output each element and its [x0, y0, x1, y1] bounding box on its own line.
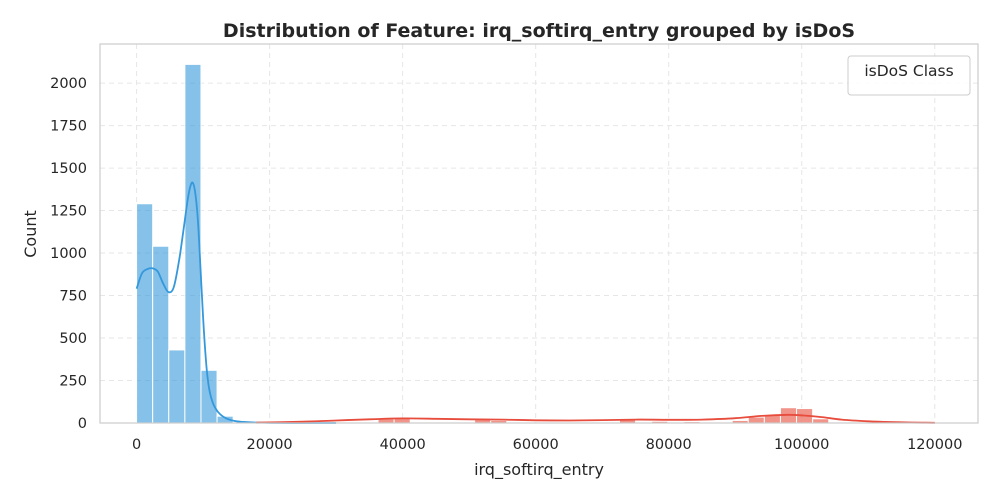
- x-tick-label: 60000: [513, 437, 559, 453]
- y-tick-label: 1750: [50, 119, 87, 135]
- histogram-bar: [152, 245, 170, 424]
- y-tick-label: 0: [78, 416, 87, 432]
- x-tick-label: 40000: [380, 437, 426, 453]
- histogram-bar: [200, 369, 218, 424]
- x-tick-label: 80000: [646, 437, 692, 453]
- y-tick-label: 750: [59, 289, 87, 305]
- y-tick-label: 1000: [50, 246, 87, 262]
- kde-line: [135, 181, 337, 424]
- x-tick-label: 100000: [774, 437, 829, 453]
- y-tick-label: 2000: [50, 76, 87, 92]
- y-axis-label: Count: [21, 210, 40, 258]
- y-tick-label: 250: [59, 374, 87, 390]
- y-tick-label: 1250: [50, 204, 87, 220]
- histogram-bar: [812, 418, 830, 424]
- histogram-bar: [763, 414, 781, 424]
- y-axis-ticks: 0 250 500 750 1000 1250 1500 1750 2000: [50, 76, 87, 432]
- histogram-bar: [168, 349, 186, 424]
- chart-title: Distribution of Feature: irq_softirq_ent…: [223, 20, 855, 42]
- x-axis-ticks: 0 20000 40000 60000 80000 100000 120000: [132, 437, 962, 453]
- y-tick-label: 500: [59, 331, 87, 347]
- legend-title: isDoS Class: [864, 62, 953, 80]
- histogram-bars: [136, 63, 830, 424]
- legend: isDoS Class: [847, 55, 971, 96]
- histogram-bar: [747, 416, 765, 424]
- y-tick-label: 1500: [50, 161, 87, 177]
- plot-frame: [99, 43, 979, 424]
- x-tick-label: 0: [132, 437, 141, 453]
- x-axis-label: irq_softirq_entry: [474, 460, 604, 480]
- x-tick-label: 120000: [907, 437, 962, 453]
- kde-line: [256, 413, 935, 424]
- histogram-bar: [136, 203, 154, 424]
- grid-lines: [100, 44, 978, 424]
- kde-curves: [135, 181, 935, 424]
- x-tick-label: 20000: [247, 437, 293, 453]
- legend-box: [847, 55, 971, 96]
